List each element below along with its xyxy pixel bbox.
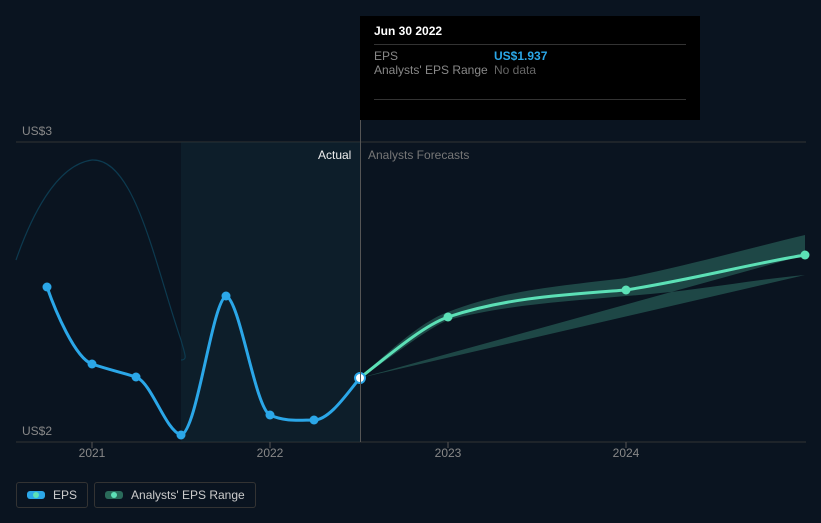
legend-label: Analysts' EPS Range (131, 488, 245, 502)
legend-item-eps[interactable]: EPS (16, 482, 88, 508)
x-axis-label: 2023 (435, 446, 462, 460)
y-axis-label: US$2 (22, 424, 52, 438)
legend-swatch-icon (27, 491, 45, 499)
x-axis-label: 2024 (613, 446, 640, 460)
tooltip-row-label: Analysts' EPS Range (374, 63, 494, 77)
region-label-actual: Actual (318, 148, 351, 162)
legend-label: EPS (53, 488, 77, 502)
region-label-forecast: Analysts Forecasts (368, 148, 469, 162)
tooltip-divider (374, 99, 686, 100)
x-axis: 2021 2022 2023 2024 (0, 446, 821, 464)
eps-chart: US$3 US$2 Actual Analysts Forecasts 2021… (0, 0, 821, 520)
x-axis-label: 2022 (257, 446, 284, 460)
tooltip-row-value: US$1.937 (494, 49, 547, 63)
legend: EPS Analysts' EPS Range (16, 482, 256, 508)
y-axis-label: US$3 (22, 124, 52, 138)
x-axis-label: 2021 (79, 446, 106, 460)
legend-item-eps-range[interactable]: Analysts' EPS Range (94, 482, 256, 508)
legend-swatch-icon (105, 491, 123, 499)
chart-tooltip: Jun 30 2022 EPS US$1.937 Analysts' EPS R… (360, 16, 700, 120)
tooltip-row-value: No data (494, 63, 536, 77)
tooltip-row-label: EPS (374, 49, 494, 63)
tooltip-date: Jun 30 2022 (374, 24, 686, 45)
